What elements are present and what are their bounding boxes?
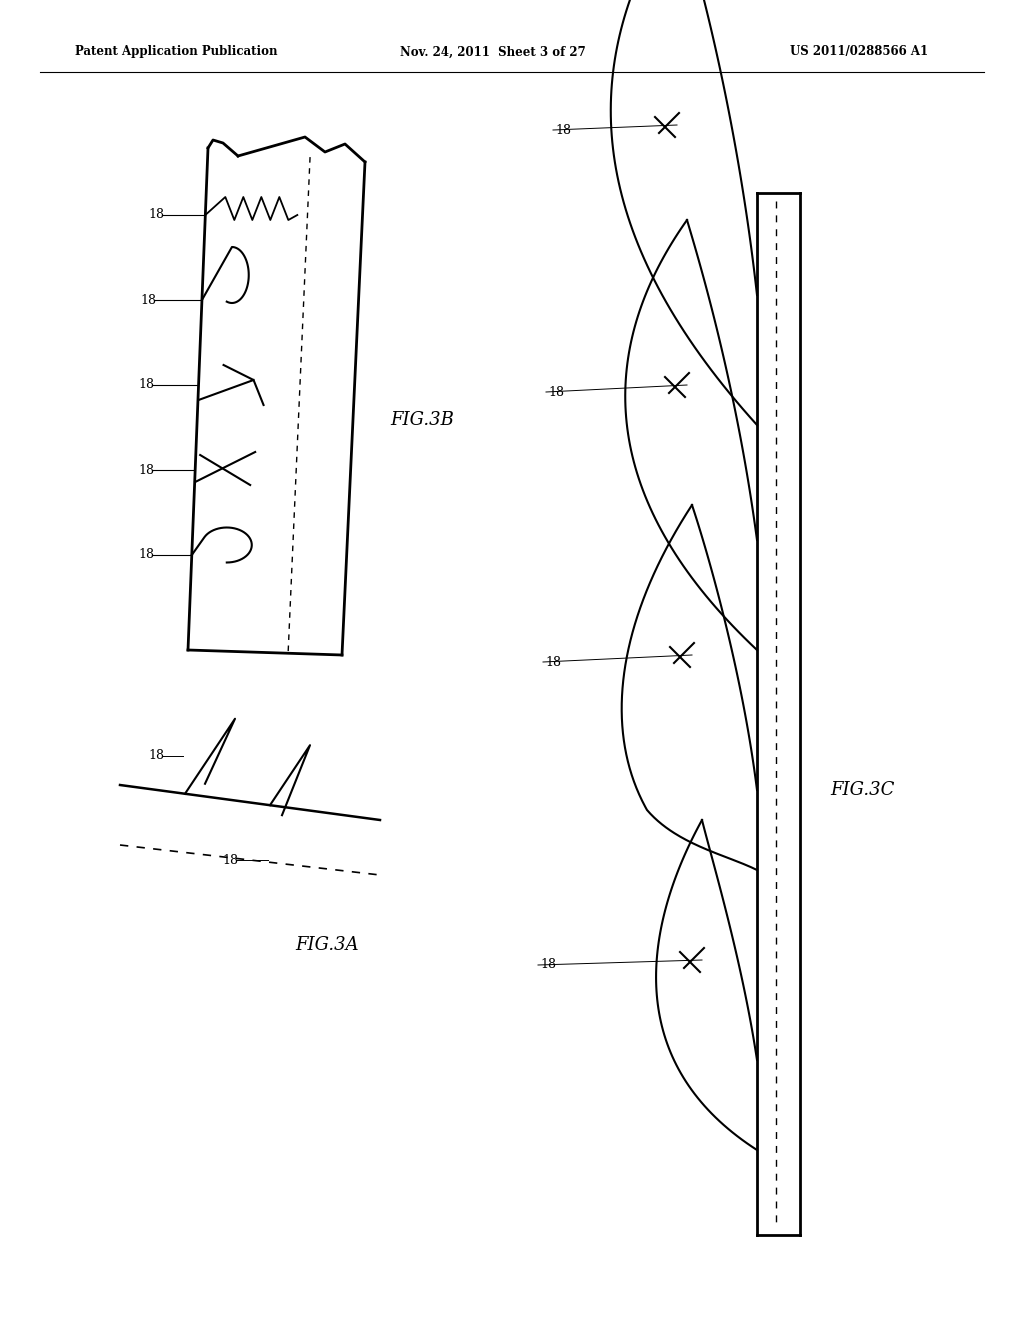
Text: 18: 18 [545, 656, 561, 668]
Text: 18: 18 [222, 854, 238, 867]
Text: 18: 18 [138, 379, 154, 392]
Text: 18: 18 [140, 293, 156, 306]
Text: 18: 18 [555, 124, 571, 136]
Text: 18: 18 [138, 463, 154, 477]
Text: Nov. 24, 2011  Sheet 3 of 27: Nov. 24, 2011 Sheet 3 of 27 [400, 45, 586, 58]
Text: FIG.3B: FIG.3B [390, 411, 454, 429]
Text: Patent Application Publication: Patent Application Publication [75, 45, 278, 58]
Text: 18: 18 [548, 385, 564, 399]
Text: FIG.3C: FIG.3C [830, 781, 894, 799]
Text: US 2011/0288566 A1: US 2011/0288566 A1 [790, 45, 928, 58]
Text: 18: 18 [148, 209, 164, 222]
Text: 18: 18 [540, 958, 556, 972]
Text: FIG.3A: FIG.3A [295, 936, 358, 954]
Text: 18: 18 [138, 549, 154, 561]
Text: 18: 18 [148, 750, 164, 762]
